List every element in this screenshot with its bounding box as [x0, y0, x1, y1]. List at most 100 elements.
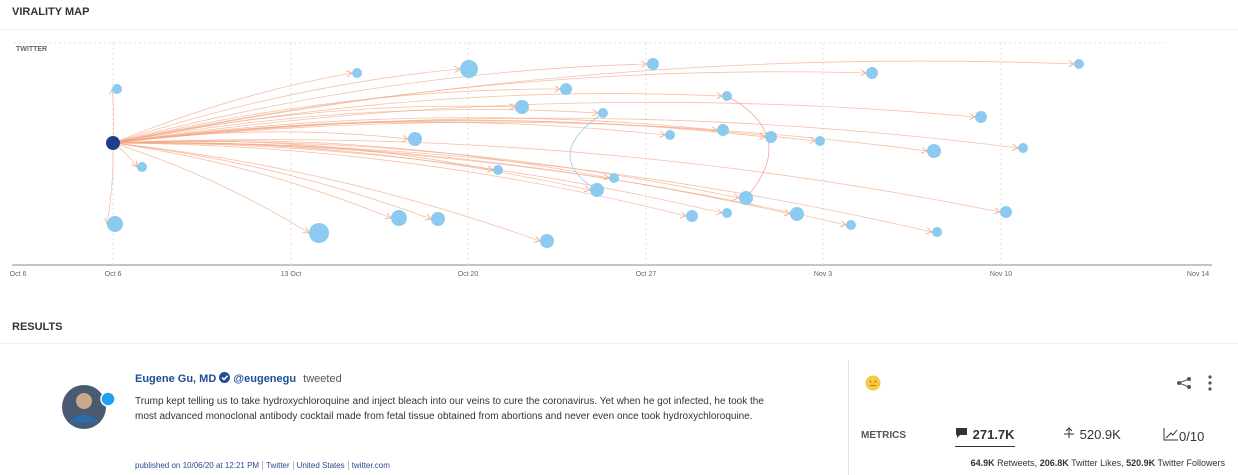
axis-label: Nov 14 — [1187, 271, 1209, 278]
section-title: VIRALITY MAP — [12, 6, 90, 18]
spread-edge — [112, 120, 815, 143]
axis-label: Nov 10 — [990, 271, 1012, 278]
spread-edge — [112, 141, 739, 198]
share-node[interactable] — [647, 58, 659, 70]
spread-edge — [107, 142, 114, 224]
virality-map: TWITTER Oct 6 Oct 6 13 Oct Oct 20 Oct 27 Nov … — [10, 42, 1212, 278]
share-node[interactable] — [927, 144, 941, 158]
metric-value: 520.9K — [1079, 427, 1121, 442]
spread-edge — [112, 94, 722, 144]
spread-edge — [112, 61, 1074, 144]
summary-label: Twitter Likes, — [1071, 458, 1124, 468]
spread-edge — [112, 139, 609, 178]
share-node[interactable] — [431, 212, 445, 226]
share-node[interactable] — [590, 183, 604, 197]
share-node[interactable] — [493, 165, 503, 175]
metric-value: 0/10 — [1179, 429, 1205, 444]
share-node[interactable] — [846, 220, 856, 230]
section-title: RESULTS — [12, 321, 63, 333]
post-text: Trump kept telling us to take hydroxychl… — [135, 394, 764, 424]
spread-edge — [112, 142, 391, 218]
spread-edge — [112, 119, 765, 144]
metric-comments[interactable]: 271.7K — [955, 427, 1015, 447]
spread-edge — [112, 142, 846, 225]
origin-node[interactable] — [106, 136, 120, 150]
source[interactable]: Twitter — [262, 461, 290, 470]
share-node[interactable] — [540, 234, 554, 248]
spread-edge — [112, 117, 1018, 148]
spread-edge — [112, 69, 460, 144]
avatar — [62, 385, 116, 429]
domain[interactable]: twitter.com — [347, 461, 390, 470]
divider — [0, 343, 1238, 344]
comment-icon — [956, 428, 967, 438]
spread-edge — [112, 109, 598, 144]
handle[interactable]: @eugenegu — [233, 373, 297, 385]
share-node[interactable] — [560, 83, 572, 95]
spread-edge — [112, 142, 932, 232]
metrics-label: METRICS — [861, 430, 906, 441]
share-node[interactable] — [722, 91, 732, 101]
author[interactable]: Eugene Gu, MD — [135, 373, 217, 385]
metric-score[interactable]: 0/10 — [1163, 427, 1204, 444]
spread-edge — [726, 95, 770, 199]
spread-edge — [112, 72, 866, 144]
trend-icon — [1163, 428, 1178, 441]
spread-edge — [112, 121, 927, 151]
action: tweeted — [303, 373, 342, 385]
share-icon — [1064, 427, 1074, 438]
divider — [0, 29, 1238, 30]
share-node[interactable] — [112, 84, 122, 94]
post-line: most advanced monoclonal antibody cockta… — [135, 411, 753, 422]
metrics-summary: 64.9K Retweets, 206.8K Twitter Likes, 52… — [971, 458, 1225, 468]
axis-label: Oct 6 — [105, 271, 122, 278]
share-node[interactable] — [866, 67, 878, 79]
share-node[interactable] — [815, 136, 825, 146]
post-line: Trump kept telling us to take hydroxychl… — [135, 396, 764, 407]
country: United States — [292, 461, 345, 470]
published: published on 10/06/20 at 12:21 PM — [135, 461, 260, 470]
share-node[interactable] — [686, 210, 698, 222]
spread-edge — [112, 117, 717, 144]
share-node[interactable] — [1000, 206, 1012, 218]
spread-edge — [112, 73, 352, 144]
spread-edge — [112, 64, 647, 144]
axis-label: Oct 20 — [458, 271, 479, 278]
share-node[interactable] — [515, 100, 529, 114]
metric-shares[interactable]: 520.9K — [1062, 427, 1121, 442]
share-node[interactable] — [790, 207, 804, 221]
share-node[interactable] — [665, 130, 675, 140]
spread-edge — [112, 142, 722, 213]
share-node[interactable] — [717, 124, 729, 136]
share-node[interactable] — [975, 111, 987, 123]
share-node[interactable] — [598, 108, 608, 118]
share-node[interactable] — [107, 216, 123, 232]
platform-label: TWITTER — [16, 46, 47, 53]
share-node[interactable] — [765, 131, 777, 143]
share-node[interactable] — [1074, 59, 1084, 69]
axis-label: Oct 6 — [10, 271, 27, 278]
post-header: Eugene Gu, MD @eugenegu tweeted — [135, 372, 342, 385]
share-node[interactable] — [352, 68, 362, 78]
share-node[interactable] — [137, 162, 147, 172]
actions[interactable] — [1176, 375, 1216, 393]
divider — [848, 360, 849, 475]
share-node[interactable] — [460, 60, 478, 78]
share-node[interactable] — [739, 191, 753, 205]
spread-edge — [112, 142, 309, 233]
share-node[interactable] — [1018, 143, 1028, 153]
share-node[interactable] — [309, 223, 329, 243]
spread-edge — [112, 140, 493, 170]
summary-value: 64.9K — [970, 458, 995, 468]
share-node[interactable] — [932, 227, 942, 237]
spread-edge — [112, 101, 975, 144]
spread-edge — [112, 142, 431, 219]
share-node[interactable] — [408, 132, 422, 146]
spread-edge — [112, 142, 686, 216]
share-node[interactable] — [722, 208, 732, 218]
post-meta: published on 10/06/20 at 12:21 PM Twitter… — [135, 461, 390, 470]
spread-edge — [112, 89, 560, 144]
share-node[interactable] — [609, 173, 619, 183]
share-node[interactable] — [391, 210, 407, 226]
